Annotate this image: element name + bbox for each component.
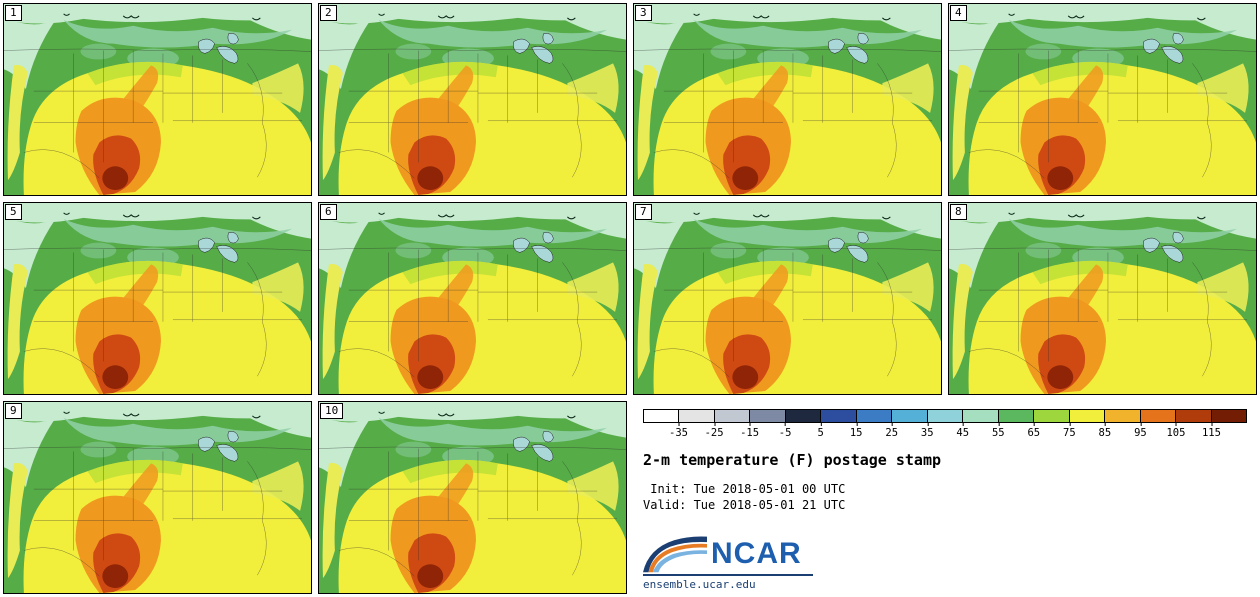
figure-title: 2-m temperature (F) postage stamp <box>643 451 942 469</box>
ncar-swoosh-icon <box>643 536 707 573</box>
colorbar-segment <box>856 410 893 422</box>
ncar-wordmark: NCAR <box>711 537 802 570</box>
colorbar-segment <box>1105 410 1141 422</box>
valid-time: Valid: Tue 2018-05-01 21 UTC <box>643 498 846 512</box>
forecast-panel-4: 4 <box>948 3 1257 196</box>
colorbar-tick-label: 45 <box>956 422 970 439</box>
temperature-map <box>319 203 626 394</box>
colorbar-ticks: -35 -25 -15 -5 5 15 25 35 45 55 65 75 85 95 105 115 <box>643 422 1247 441</box>
colorbar-tick-label: -35 <box>669 422 688 439</box>
forecast-panel-9: 9 <box>3 401 312 594</box>
forecast-panel-1: 1 <box>3 3 312 196</box>
colorbar-tick-label: 55 <box>991 422 1005 439</box>
forecast-panel-3: 3 <box>633 3 942 196</box>
panel-number: 6 <box>320 204 337 220</box>
forecast-panel-7: 7 <box>633 202 942 395</box>
colorbar-segment <box>927 410 964 422</box>
colorbar-segment <box>714 410 751 422</box>
time-info: Init: Tue 2018-05-01 00 UTC Valid: Tue 2… <box>643 481 1247 513</box>
colorbar-tick-label: 115 <box>1201 422 1221 439</box>
logo-divider <box>643 574 813 576</box>
panel-number: 1 <box>5 5 22 21</box>
forecast-panel-5: 5 <box>3 202 312 395</box>
temperature-map <box>319 4 626 195</box>
colorbar-segment <box>1034 410 1070 422</box>
colorbar-segment <box>785 410 822 422</box>
temperature-map <box>949 4 1256 195</box>
colorbar-tick-label: 15 <box>849 422 863 439</box>
colorbar-segment <box>750 410 786 422</box>
colorbar-segment <box>821 410 857 422</box>
panel-number: 7 <box>635 204 652 220</box>
temperature-map <box>319 402 626 593</box>
website-text: ensemble.ucar.edu <box>643 578 756 591</box>
forecast-panel-2: 2 <box>318 3 627 196</box>
colorbar-tick-label: 25 <box>885 422 899 439</box>
colorbar-segment <box>1069 410 1106 422</box>
colorbar-segment <box>998 410 1035 422</box>
panel-number: 8 <box>950 204 967 220</box>
colorbar-segment <box>1140 410 1177 422</box>
panel-number: 4 <box>950 5 967 21</box>
panel-number: 5 <box>5 204 22 220</box>
forecast-panel-10: 10 <box>318 401 627 594</box>
forecast-panel-6: 6 <box>318 202 627 395</box>
ncar-logo-block: NCAR ensemble.ucar.edu <box>643 535 1247 591</box>
colorbar-segment <box>963 410 999 422</box>
colorbar-tick-label: 5 <box>817 422 824 439</box>
colorbar-tick-label: 95 <box>1134 422 1147 439</box>
temperature-map <box>4 402 311 593</box>
temperature-map <box>634 4 941 195</box>
temperature-map <box>634 203 941 394</box>
colorbar-tick-label: 85 <box>1098 422 1112 439</box>
colorbar-tick-label: 105 <box>1166 422 1186 439</box>
colorbar-segment <box>892 410 928 422</box>
colorbar-segment <box>679 410 715 422</box>
colorbar-tick-label: -25 <box>704 422 724 439</box>
colorbar-tick-label: -15 <box>740 422 760 439</box>
temperature-map <box>4 203 311 394</box>
colorbar-segment <box>644 410 680 422</box>
panel-number: 10 <box>320 403 344 419</box>
colorbar-tick-label: -5 <box>778 422 792 439</box>
panel-number: 2 <box>320 5 337 21</box>
forecast-panel-8: 8 <box>948 202 1257 395</box>
colorbar-segment <box>1176 410 1212 422</box>
temperature-map <box>4 4 311 195</box>
init-time: Init: Tue 2018-05-01 00 UTC <box>643 482 846 496</box>
colorbar-segment <box>1211 410 1246 422</box>
colorbar-tick-label: 35 <box>920 422 934 439</box>
panel-number: 3 <box>635 5 652 21</box>
colorbar-tick-label: 75 <box>1063 422 1076 439</box>
colorbar-tick-label: 65 <box>1027 422 1041 439</box>
temperature-map <box>949 203 1256 394</box>
colorbar-segments <box>643 409 1247 423</box>
panel-number: 9 <box>5 403 22 419</box>
legend-and-caption-area: -35 -25 -15 -5 5 15 25 35 45 55 65 75 85 95 105 115 2-m… <box>633 401 1257 594</box>
